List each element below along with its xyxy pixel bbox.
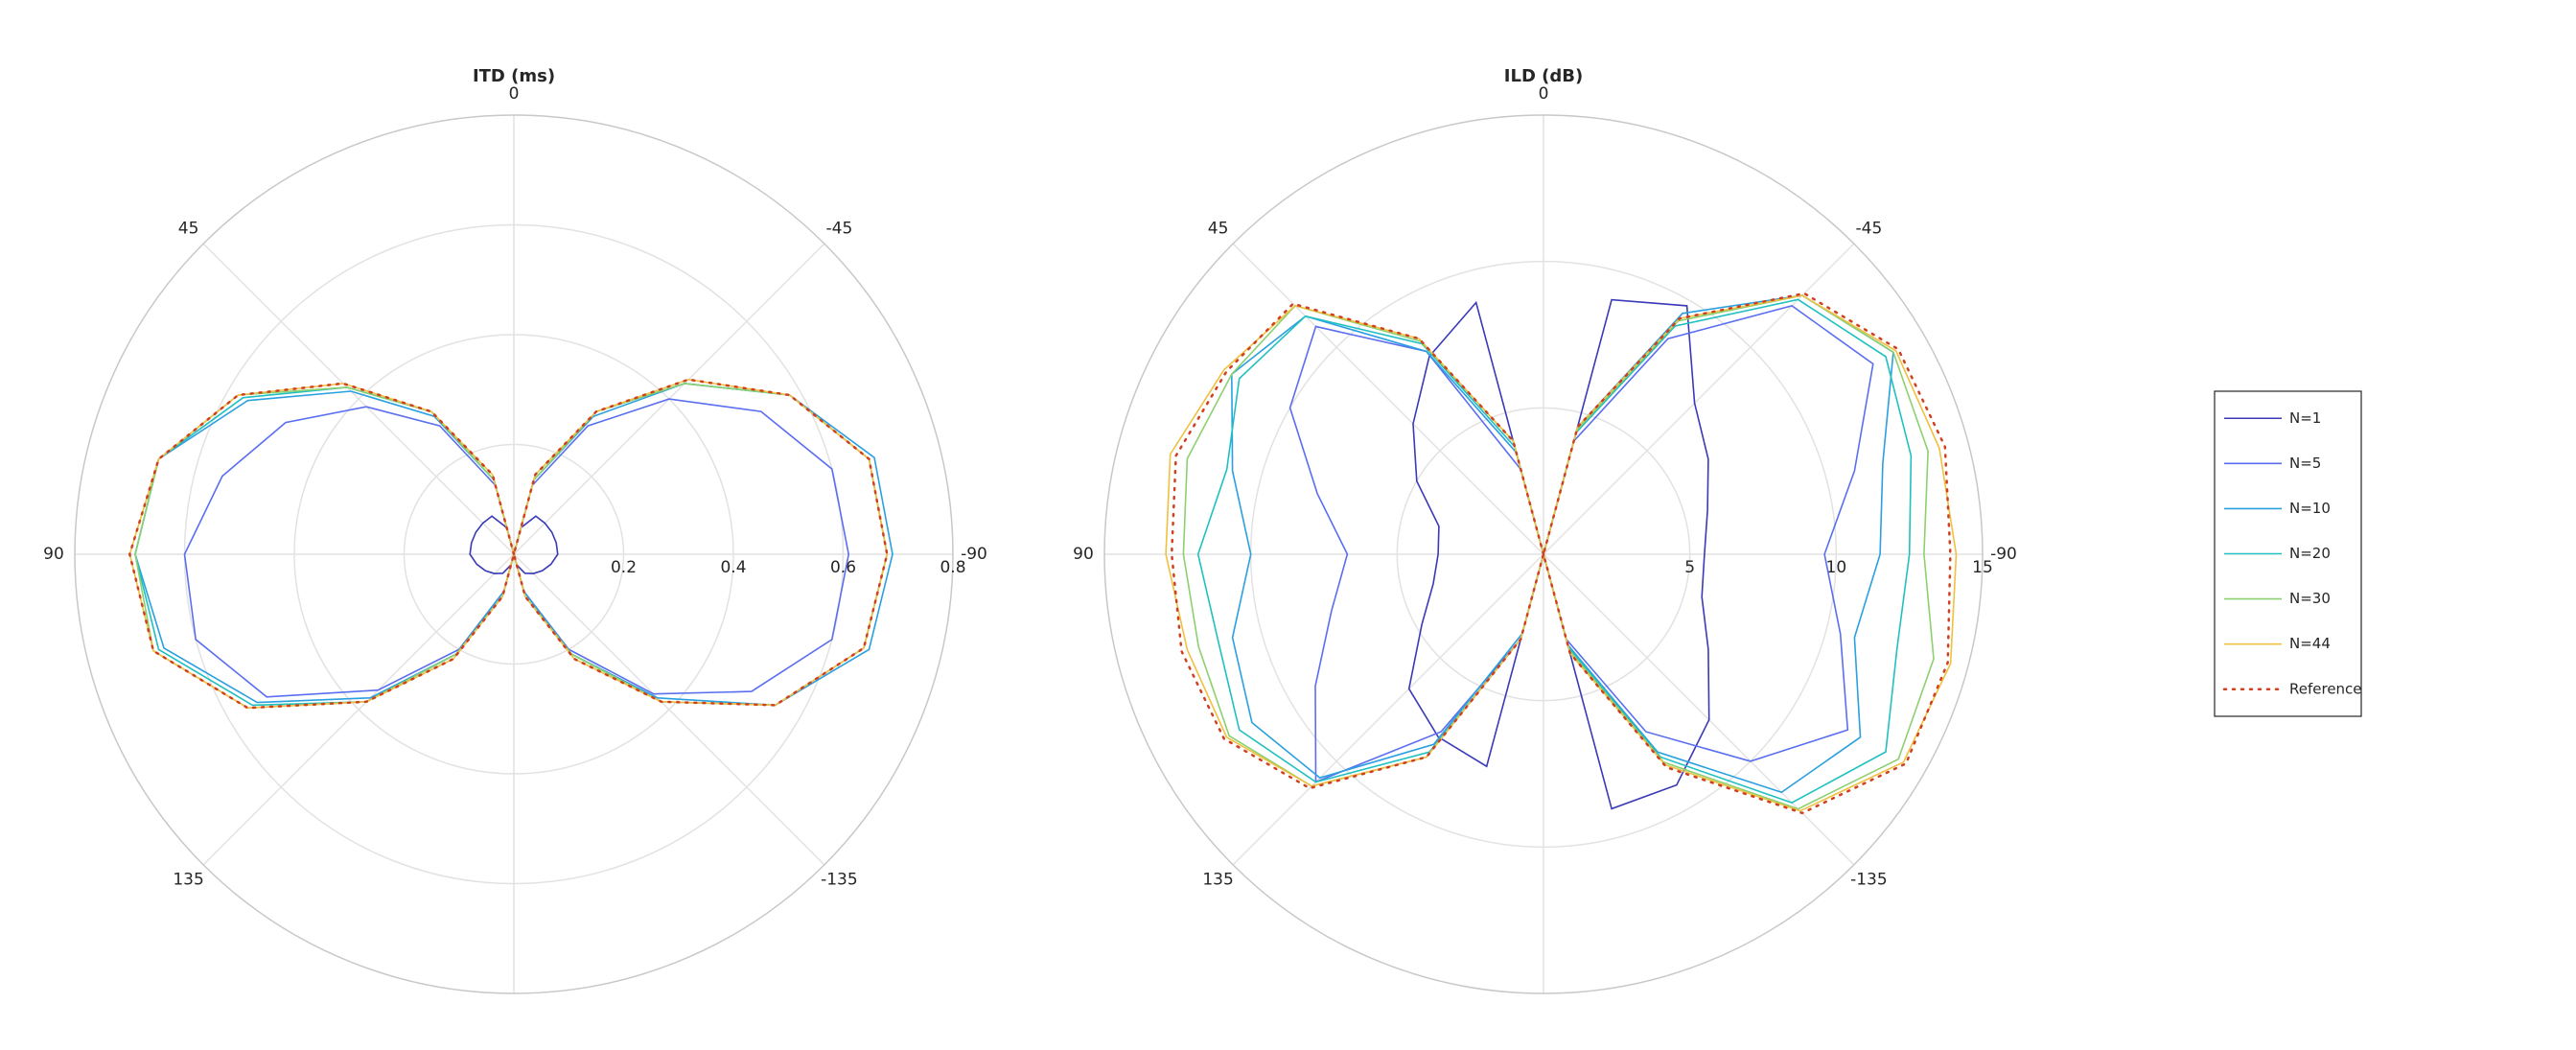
angle-tick-label: 135	[1202, 870, 1233, 889]
radial-tick-label: 10	[1826, 558, 1847, 577]
legend-label: N=1	[2289, 409, 2321, 427]
angle-grid-line	[1543, 243, 1855, 555]
legend: N=1 N=5 N=10 N=20 N=30 N=44 Reference	[2214, 390, 2362, 717]
series-line	[1170, 292, 1952, 815]
angle-tick-label: 135	[173, 870, 203, 889]
angle-tick-label: -45	[1856, 220, 1883, 239]
series-line	[128, 378, 889, 710]
angle-tick-label: 0	[509, 84, 520, 104]
angle-grid-line	[1232, 553, 1544, 866]
radial-tick-label: 5	[1684, 558, 1695, 577]
legend-label: N=5	[2289, 455, 2321, 472]
series-line	[1182, 294, 1935, 810]
chart-title: ILD (dB)	[1504, 66, 1583, 86]
angle-tick-label: 90	[43, 545, 64, 564]
radial-grid-circle	[403, 443, 625, 665]
outer-circle	[1103, 114, 1984, 994]
series-line	[1230, 294, 1894, 794]
legend-label: Reference	[2289, 680, 2362, 697]
radial-tick-label: 0.2	[611, 558, 637, 577]
angle-tick-label: 90	[1073, 545, 1094, 564]
series-line	[1288, 305, 1874, 783]
legend-label: N=20	[2289, 545, 2331, 562]
radial-tick-label: 15	[1972, 558, 1993, 577]
angle-grid-line	[1232, 243, 1544, 555]
radial-grid-circle	[1396, 407, 1691, 702]
angle-tick-label: -135	[821, 870, 858, 889]
radial-tick-label: 0.4	[720, 558, 746, 577]
angle-tick-label: -90	[961, 545, 987, 564]
angle-tick-label: 0	[1539, 84, 1549, 104]
radial-grid-circle	[293, 334, 734, 775]
chart-title: ITD (ms)	[473, 66, 555, 86]
series-line	[1196, 298, 1913, 804]
angle-tick-label: -45	[826, 220, 853, 239]
series-line	[128, 378, 889, 710]
legend-label: N=10	[2289, 500, 2331, 517]
angle-tick-label: -135	[1850, 870, 1888, 889]
outer-circle	[74, 114, 954, 994]
legend-label: N=30	[2289, 590, 2331, 607]
radial-tick-label: 0.8	[940, 558, 965, 577]
angle-grid-line	[1543, 553, 1855, 866]
legend-label: N=44	[2289, 635, 2331, 652]
polar-chart: ITD (ms)0 45 90 135 -135 -90 -45 0.2 0.4 0.6 0.8	[43, 66, 987, 994]
angle-tick-label: -90	[1990, 545, 2017, 564]
angle-tick-label: 45	[1208, 220, 1229, 239]
radial-tick-label: 0.6	[830, 558, 856, 577]
angle-tick-label: 45	[178, 220, 199, 239]
